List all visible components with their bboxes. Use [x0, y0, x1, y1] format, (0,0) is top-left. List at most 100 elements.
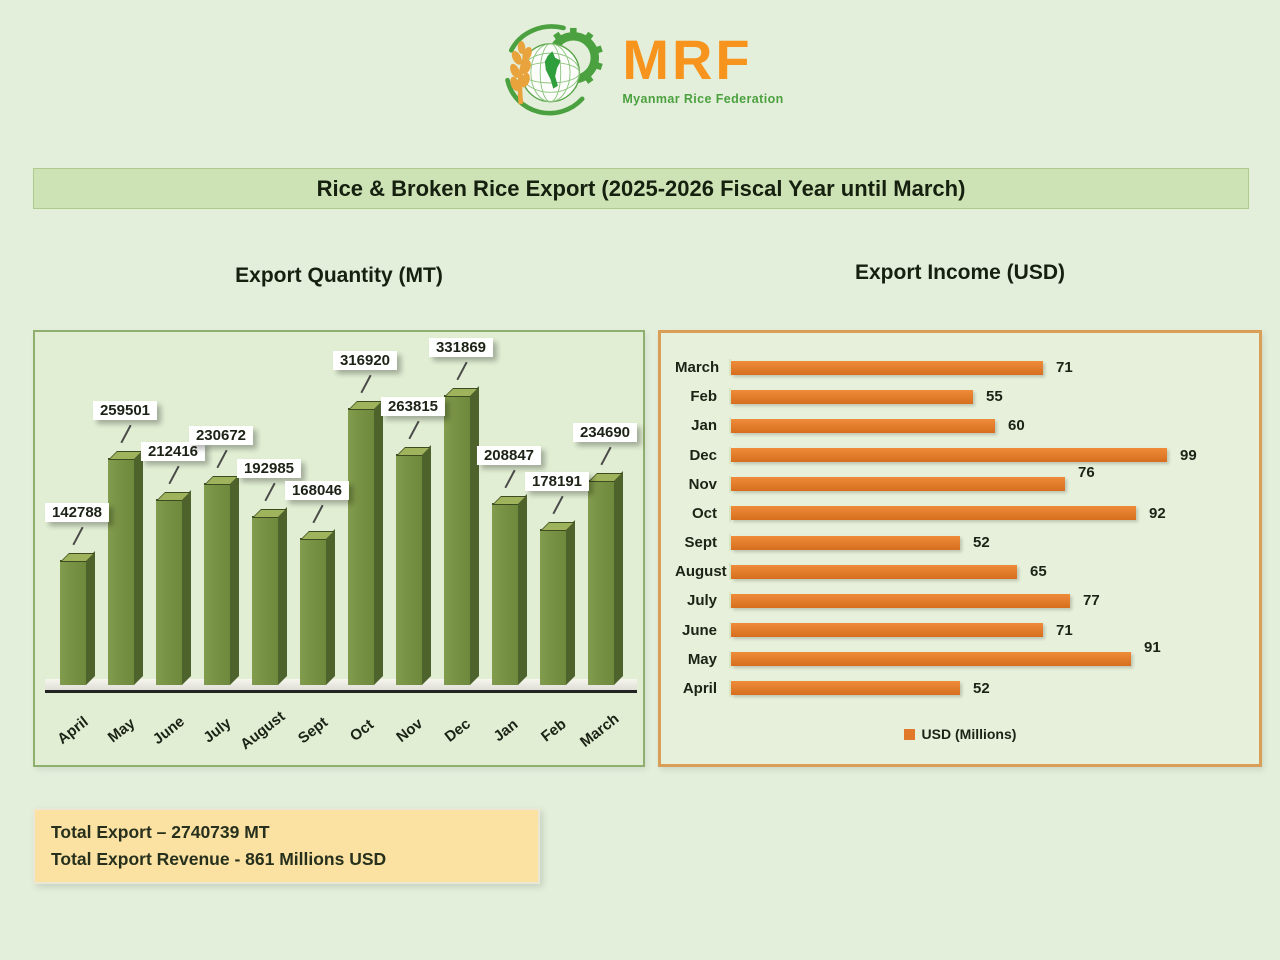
income-bar-track: 71 [729, 621, 1243, 639]
qty-column-july: 230672 July [188, 340, 254, 746]
qty-callout-line [120, 424, 132, 444]
income-bar [731, 681, 960, 696]
qty-value-label: 192985 [236, 459, 302, 478]
income-axis-label: Jan [691, 417, 717, 435]
income-bar-track: 92 [729, 504, 1243, 522]
total-revenue-line: Total Export Revenue - 861 Millions USD [51, 849, 387, 870]
income-value-label: 76 [1078, 463, 1095, 481]
legend-swatch-icon [903, 728, 915, 740]
qty-value-label: 331869 [428, 338, 494, 357]
qty-column-jan: 208847 Jan [476, 340, 542, 745]
qty-callout-line [360, 374, 372, 394]
income-axis-label: May [687, 650, 717, 668]
qty-bar-side [470, 386, 479, 685]
income-bar [731, 535, 960, 550]
income-bar [731, 477, 1065, 492]
income-row-august: August 65 [675, 563, 1243, 581]
qty-bar [204, 474, 239, 685]
income-axis-label: June [681, 621, 717, 639]
qty-column-dec: 331869 Dec [428, 338, 494, 746]
qty-column-nov: 263815 Nov [380, 340, 446, 746]
qty-column-march: 234690 March [572, 340, 638, 751]
wheat-icon [510, 41, 532, 105]
qty-value-label: 234690 [572, 423, 638, 442]
qty-value-label: 168046 [284, 481, 350, 500]
mrf-logo: MRF Myanmar Rice Federation [496, 22, 783, 116]
qty-callout-line [312, 504, 324, 524]
income-axis-label: Sept [684, 534, 717, 552]
qty-bar-side [278, 507, 287, 685]
totals-box: Total Export – 2740739 MT Total Export R… [33, 808, 540, 885]
qty-column-august: 192985 August [236, 340, 302, 753]
income-row-oct: Oct 92 [675, 504, 1243, 522]
income-bar-track: 71 [729, 359, 1243, 376]
qty-axis-label: August [237, 707, 289, 754]
qty-bar-side [86, 551, 95, 685]
qty-axis-label: Jan [490, 715, 522, 746]
qty-bar [348, 399, 383, 685]
qty-bar [252, 507, 287, 685]
income-value-label: 77 [1083, 592, 1100, 610]
qty-callout-line [408, 420, 420, 440]
income-bar-track: 60 [729, 417, 1243, 435]
income-bar [731, 418, 995, 433]
income-row-march: March 71 [675, 359, 1243, 376]
qty-chart-baseline [45, 679, 637, 693]
brand-name: MRF [622, 28, 753, 91]
qty-callout-line [600, 446, 612, 466]
income-bar-track: 76 [729, 464, 1243, 493]
qty-value-label: 230672 [188, 426, 254, 445]
qty-callout-line [168, 465, 180, 485]
income-axis-label: Dec [689, 446, 717, 464]
income-row-may: May 91 [675, 639, 1243, 668]
qty-bar-side [326, 529, 335, 685]
qty-value-label: 263815 [380, 397, 446, 416]
qty-bar-side [230, 474, 239, 685]
swoosh-top-icon [508, 24, 566, 53]
qty-axis-label: June [149, 713, 188, 748]
income-value-label: 52 [973, 679, 990, 697]
income-bar [731, 564, 1017, 579]
qty-axis-label: July [200, 714, 235, 747]
income-bar-track: 65 [729, 563, 1243, 581]
brand-tagline: Myanmar Rice Federation [622, 92, 784, 106]
income-axis-label: March [675, 359, 720, 376]
income-chart-panel: March 71 Feb 55 Jan 60 Dec 99 Nov 76 Oct 92 Sept 52 Au… [658, 330, 1262, 767]
qty-value-label: 259501 [92, 401, 158, 420]
income-axis-label: Oct [691, 504, 717, 522]
qty-callout-line [552, 495, 564, 515]
income-bar-track: 91 [729, 639, 1243, 668]
total-export-line: Total Export – 2740739 MT [51, 822, 270, 842]
income-axis-label: August [675, 563, 727, 581]
qty-value-label: 142788 [44, 503, 110, 522]
qty-bar [396, 445, 431, 685]
income-value-label: 71 [1056, 621, 1073, 639]
income-chart-title: Export Income (USD) [854, 261, 1066, 284]
qty-callout-line [456, 361, 468, 381]
income-bar [731, 360, 1043, 375]
income-row-feb: Feb 55 [675, 388, 1243, 406]
qty-axis-label: Dec [441, 715, 474, 746]
qty-axis-label: May [104, 714, 139, 747]
qty-bar [60, 551, 95, 685]
income-row-july: July 77 [675, 592, 1243, 610]
qty-callout-line [216, 449, 228, 469]
income-row-april: April 52 [675, 679, 1243, 697]
qty-callout-line [72, 526, 84, 546]
income-bar [731, 448, 1167, 463]
income-axis-label: July [686, 592, 717, 610]
income-axis-label: April [682, 679, 717, 697]
qty-bar [156, 490, 191, 685]
qty-bar [588, 471, 623, 685]
qty-bar [300, 529, 335, 685]
income-bar [731, 652, 1131, 667]
swoosh-bottom-icon [505, 77, 585, 116]
income-row-june: June 71 [675, 621, 1243, 639]
income-axis-label: Feb [690, 388, 717, 406]
qty-bar-side [182, 490, 191, 685]
legend-label: USD (Millions) [921, 726, 1017, 742]
income-bar [731, 389, 973, 404]
income-row-dec: Dec 99 [675, 446, 1243, 464]
qty-callout-line [264, 482, 276, 502]
income-value-label: 92 [1149, 504, 1166, 522]
